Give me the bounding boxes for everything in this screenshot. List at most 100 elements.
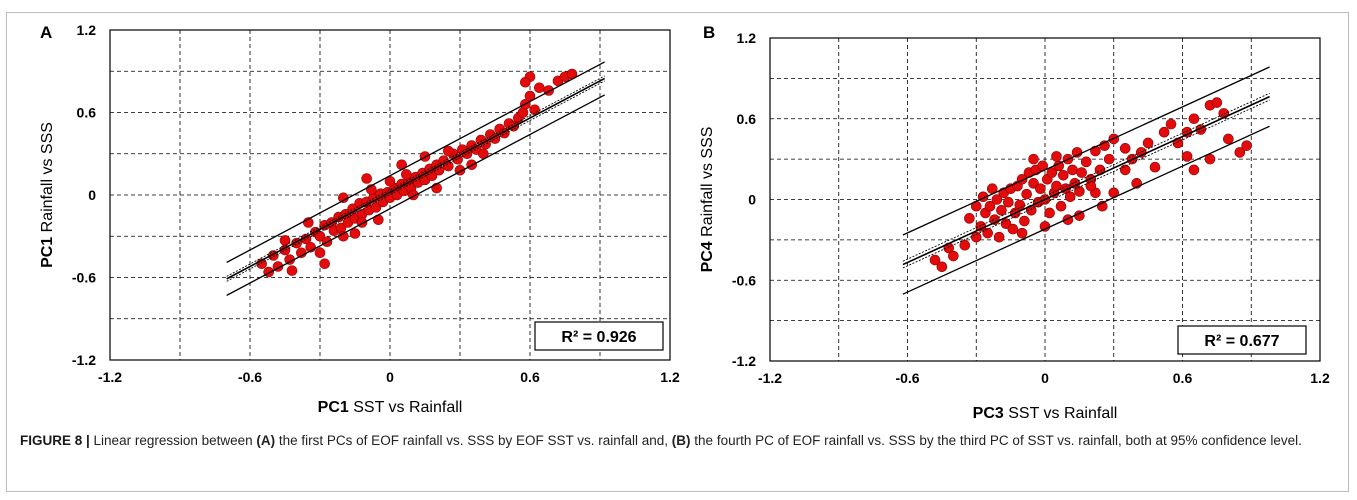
- x-axis-title-rest: SST vs Rainfall: [1004, 405, 1118, 422]
- data-point: [1211, 97, 1223, 108]
- panel-label: B: [703, 23, 715, 42]
- data-point: [1119, 143, 1131, 154]
- confidence-band-upper: [902, 92, 1270, 262]
- prediction-band-upper: [902, 66, 1270, 236]
- x-axis-title-bold: PC3: [973, 405, 1004, 422]
- regression-line: [902, 95, 1270, 266]
- y-tick-label: 0.6: [77, 105, 97, 121]
- data-point: [996, 204, 1007, 216]
- data-point: [1080, 156, 1092, 168]
- data-point: [1149, 161, 1161, 173]
- data-point: [314, 230, 326, 242]
- data-point: [936, 261, 948, 273]
- data-point: [349, 228, 361, 239]
- data-point: [401, 169, 412, 180]
- data-point: [984, 200, 996, 212]
- data-point: [1181, 151, 1193, 162]
- data-point: [1039, 221, 1051, 232]
- x-axis-title-rest: SST vs Rainfall: [349, 399, 463, 416]
- data-point: [982, 227, 994, 239]
- y-tick-label: 0: [88, 187, 96, 203]
- y-tick-label: 0.6: [737, 111, 757, 127]
- data-point: [1058, 169, 1069, 181]
- y-axis-title-rest: Rainfall vs SSS: [39, 122, 56, 237]
- data-point: [1090, 145, 1101, 157]
- data-point: [286, 265, 298, 276]
- data-point: [1035, 183, 1046, 195]
- data-point: [1044, 207, 1055, 219]
- y-axis-title: PC4 Rainfall vs SSS: [699, 127, 716, 273]
- data-point: [1103, 153, 1115, 165]
- data-point: [338, 192, 349, 204]
- y-tick-label: 1.2: [737, 30, 757, 46]
- x-tick-label: 1.2: [660, 369, 680, 385]
- data-point: [991, 194, 1003, 205]
- x-tick-label: 0: [386, 369, 394, 385]
- regression-line: [226, 77, 606, 280]
- data-point: [1003, 196, 1014, 208]
- x-axis-title-bold: PC1: [318, 399, 349, 416]
- figure-label: FIGURE 8 |: [20, 433, 94, 448]
- x-tick-label: -0.6: [895, 370, 919, 386]
- y-axis-title-bold: PC1: [39, 237, 56, 268]
- r-squared-label: R² = 0.926: [561, 329, 636, 346]
- r-squared-box: [1177, 325, 1307, 355]
- data-point: [1241, 140, 1252, 151]
- x-tick-label: -1.2: [758, 370, 782, 386]
- y-axis-title-rest: Rainfall vs SSS: [699, 127, 716, 242]
- caption-ref-b: (B): [671, 433, 691, 448]
- y-axis-title: PC1 Rainfall vs SSS: [39, 122, 56, 268]
- data-point: [1055, 200, 1067, 212]
- x-tick-label: 0: [1041, 370, 1049, 386]
- data-point: [1021, 188, 1032, 200]
- confidence-band-lower: [226, 80, 605, 282]
- confidence-band-lower: [902, 99, 1270, 269]
- data-point: [993, 231, 1005, 243]
- data-point: [1016, 227, 1028, 239]
- figure-caption: FIGURE 8 | Linear regression between (A)…: [20, 430, 1340, 451]
- x-axis-title: PC1 SST vs Rainfall: [318, 399, 463, 416]
- data-point: [319, 258, 330, 270]
- data-point: [929, 254, 941, 266]
- data-point: [1158, 126, 1170, 138]
- caption-text-1: Linear regression between: [93, 433, 257, 448]
- data-point: [1085, 180, 1097, 192]
- data-layer: [902, 66, 1270, 295]
- data-point: [443, 145, 454, 157]
- figure-charts: -1.2 -0.6 0 0.6 1.2 1.2 0.6 0 -0.6 -1.2 A PC1 SST v…: [39, 22, 1330, 422]
- prediction-band-upper: [226, 61, 605, 263]
- data-point: [1074, 186, 1085, 197]
- data-point: [1046, 167, 1058, 178]
- data-point: [964, 213, 975, 224]
- data-point: [1019, 215, 1030, 227]
- data-layer: [226, 61, 606, 296]
- data-point: [970, 231, 982, 243]
- y-tick-label: 1.2: [77, 22, 97, 38]
- data-point: [1223, 133, 1234, 145]
- data-point: [948, 250, 959, 262]
- data-point: [1014, 199, 1026, 211]
- data-point: [1119, 164, 1131, 176]
- data-point: [1165, 118, 1177, 130]
- data-point: [279, 235, 291, 246]
- y-tick-label: -0.6: [732, 272, 756, 288]
- caption-ref-a: (A): [256, 433, 276, 448]
- data-point: [1051, 151, 1062, 162]
- chart-panel-a: -1.2 -0.6 0 0.6 1.2 1.2 0.6 0 -0.6 -1.2 A PC1 SST v…: [39, 22, 680, 416]
- data-point: [1188, 164, 1200, 176]
- data-point: [361, 173, 372, 184]
- r-squared-label: R² = 0.677: [1204, 333, 1279, 350]
- caption-text-2: the first PCs of EOF rainfall vs. SSS by…: [275, 433, 672, 448]
- data-point: [534, 82, 545, 94]
- x-tick-label: -1.2: [98, 369, 122, 385]
- y-tick-label: -1.2: [732, 353, 756, 369]
- x-tick-label: -0.6: [238, 369, 262, 385]
- y-tick-label: -1.2: [72, 352, 96, 368]
- data-point: [520, 76, 531, 88]
- x-axis-title: PC3 SST vs Rainfall: [973, 405, 1118, 422]
- data-point: [1188, 113, 1200, 125]
- data-point: [314, 247, 326, 259]
- chart-panel-b: -1.2 -0.6 0 0.6 1.2 1.2 0.6 0 -0.6 -1.2 B PC3 SST v…: [699, 23, 1330, 422]
- data-point: [1142, 137, 1154, 149]
- r-squared-box: [534, 321, 664, 351]
